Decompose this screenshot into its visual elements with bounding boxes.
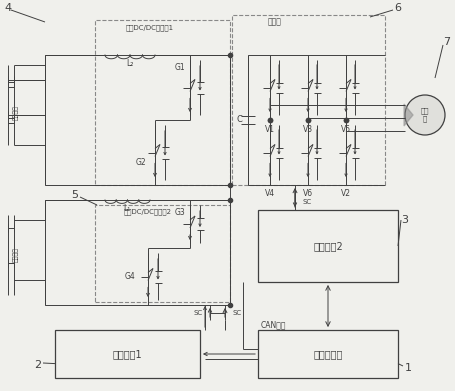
Text: V2: V2: [340, 190, 350, 199]
Bar: [95, 205, 229, 302]
Text: 2: 2: [35, 360, 41, 370]
Text: V4: V4: [264, 190, 274, 199]
Text: C: C: [236, 115, 242, 124]
Text: 3: 3: [400, 215, 408, 225]
Text: 超级电容: 超级电容: [13, 104, 19, 120]
Text: 电机
车: 电机 车: [420, 108, 428, 122]
Text: 控制系统1: 控制系统1: [112, 349, 142, 359]
Text: 1: 1: [404, 363, 410, 373]
Text: V5: V5: [340, 124, 350, 133]
Text: G3: G3: [174, 208, 185, 217]
Text: 6: 6: [394, 3, 400, 13]
Bar: [258, 210, 397, 282]
Text: 4: 4: [5, 3, 11, 13]
Polygon shape: [403, 104, 412, 126]
Text: SC: SC: [232, 310, 241, 316]
Bar: [258, 330, 397, 378]
Text: V1: V1: [264, 124, 274, 133]
Text: L₁: L₁: [123, 204, 130, 213]
Text: 逐变器: 逐变器: [268, 18, 281, 27]
Text: G2: G2: [136, 158, 146, 167]
Text: G4: G4: [124, 272, 135, 281]
Text: 镁酵电池: 镁酵电池: [13, 248, 19, 262]
Text: 双向DC/DC变流器2: 双向DC/DC变流器2: [124, 209, 172, 215]
Bar: [95, 20, 229, 185]
Text: V6: V6: [302, 190, 313, 199]
Text: 5: 5: [71, 190, 78, 200]
Text: SC: SC: [193, 310, 202, 316]
Bar: [55, 330, 200, 378]
Text: G1: G1: [174, 63, 185, 72]
Text: L₂: L₂: [126, 59, 133, 68]
Bar: [232, 15, 384, 185]
Text: 7: 7: [442, 37, 450, 47]
Text: 总控制系统: 总控制系统: [313, 349, 342, 359]
Text: V3: V3: [302, 124, 313, 133]
Text: 控制系统2: 控制系统2: [313, 241, 342, 251]
Text: SC: SC: [302, 199, 311, 205]
Text: CAN总线: CAN总线: [260, 321, 286, 330]
Text: 双向DC/DC变流器1: 双向DC/DC变流器1: [126, 25, 174, 31]
Circle shape: [404, 95, 444, 135]
